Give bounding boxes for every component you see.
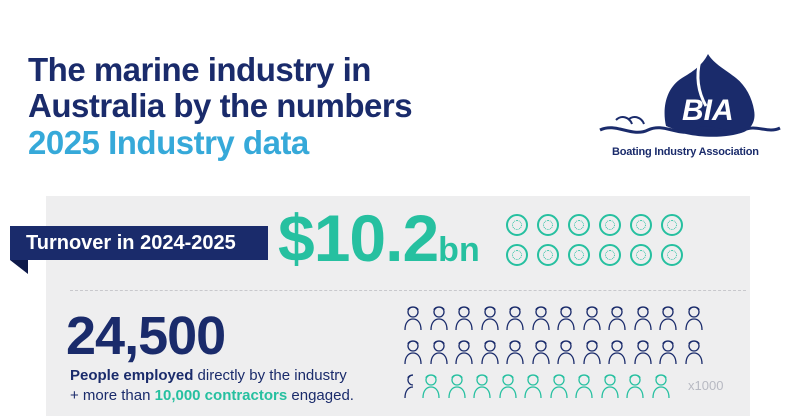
anchor-coin-icon (568, 214, 590, 236)
person-icon (608, 306, 626, 331)
contractors-prefix: + more than (70, 387, 155, 404)
person-icon (506, 306, 524, 331)
page-title-line-1: The marine industry in (28, 51, 371, 88)
turnover-amount: $10.2bn (278, 200, 480, 288)
person-icon (455, 306, 473, 331)
turnover-value: $10.2 (278, 201, 439, 275)
turnover-label: Turnover in 2024-2025 (26, 232, 236, 254)
anchor-coin-icon (599, 244, 621, 266)
anchor-coin-icon (661, 214, 683, 236)
contractors-suffix: engaged. (287, 387, 354, 404)
person-icon (422, 374, 440, 399)
turnover-ribbon (10, 226, 268, 260)
person-icon (524, 374, 542, 399)
person-icon (455, 340, 473, 365)
anchor-coin-icon (506, 244, 528, 266)
person-icon (498, 374, 517, 399)
page-title-line-2: Australia by the numbers (28, 87, 413, 124)
person-icon (404, 340, 422, 365)
anchor-coin-icon (599, 214, 621, 236)
anchor-coin-icon (630, 214, 652, 236)
employment-bold: People employed (70, 367, 194, 384)
person-icon (651, 374, 670, 399)
person-icon (557, 340, 575, 365)
anchor-coin-icon (630, 244, 652, 266)
person-icon (549, 374, 568, 399)
person-icon (480, 306, 499, 331)
person-icon (404, 374, 413, 399)
anchor-coin-icon (537, 214, 559, 236)
person-icon (506, 340, 524, 365)
person-icon (531, 306, 550, 331)
person-icon (575, 374, 593, 399)
person-icon (633, 306, 652, 331)
person-icon (608, 340, 626, 365)
section-divider (70, 290, 746, 291)
person-icon (557, 306, 575, 331)
person-icon (633, 340, 652, 365)
person-icon (480, 340, 499, 365)
person-icon (404, 306, 422, 331)
person-icon (447, 374, 466, 399)
person-icon (582, 340, 601, 365)
bia-logo: BIA (599, 54, 781, 137)
person-icon (473, 374, 491, 399)
person-icon (600, 374, 619, 399)
person-icon (582, 306, 601, 331)
employment-count: 24,500 (66, 306, 226, 366)
person-icon (626, 374, 644, 399)
person-icon (429, 306, 448, 331)
logo-tagline: Boating Industry Association (612, 146, 759, 158)
ribbon-fold (10, 260, 28, 274)
person-icon (684, 306, 703, 331)
page-subtitle: 2025 Industry data (28, 124, 309, 161)
scale-note: x1000 (688, 378, 724, 393)
person-icon (531, 340, 550, 365)
employment-description: People employed directly by the industry… (70, 366, 354, 406)
person-icon (684, 340, 703, 365)
header: The marine industry in Australia by the … (28, 51, 413, 162)
employment-line-2: + more than 10,000 contractors engaged. (70, 386, 354, 406)
anchor-coin-icon (537, 244, 559, 266)
turnover-unit: bn (438, 231, 480, 269)
contractors-count: 10,000 contractors (154, 387, 288, 404)
employment-line-1: People employed directly by the industry (70, 366, 354, 386)
logo-mark-text: BIA (682, 94, 734, 127)
person-icon (659, 306, 677, 331)
anchor-coin-icon (568, 244, 590, 266)
person-icon (429, 340, 448, 365)
anchor-coin-icon (661, 244, 683, 266)
person-icon (659, 340, 677, 365)
employment-rest: directly by the industry (193, 367, 347, 384)
anchor-coin-icon (506, 214, 528, 236)
